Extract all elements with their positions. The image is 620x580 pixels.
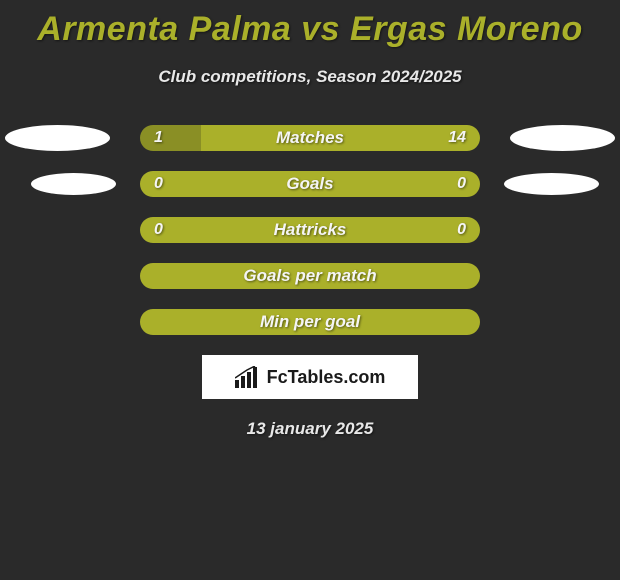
stat-value-right: 0	[457, 221, 466, 239]
stat-label: Hattricks	[274, 220, 347, 240]
comparison-title: Armenta Palma vs Ergas Moreno	[0, 0, 620, 49]
ellipse-spacer-right	[510, 263, 615, 289]
stat-label: Matches	[276, 128, 344, 148]
ellipse-spacer-left	[5, 217, 110, 243]
ellipse-left-row2	[31, 173, 116, 195]
watermark-logo: FcTables.com	[202, 355, 418, 399]
watermark-suffix: Tables.com	[288, 367, 386, 387]
stat-row-goals: 0 Goals 0	[0, 171, 620, 197]
stat-bar: Goals per match	[140, 263, 480, 289]
ellipse-spacer-left	[5, 171, 110, 197]
ellipse-spacer-left	[5, 263, 110, 289]
ellipse-right-row2	[504, 173, 599, 195]
stat-row-matches: 1 Matches 14	[0, 125, 620, 151]
comparison-date: 13 january 2025	[0, 419, 620, 439]
watermark-prefix: Fc	[267, 367, 288, 387]
stat-value-left: 0	[154, 175, 163, 193]
ellipse-right	[510, 125, 615, 151]
ellipse-left	[5, 125, 110, 151]
stat-row-min-per-goal: Min per goal	[0, 309, 620, 335]
stat-value-right: 0	[457, 175, 466, 193]
ellipse-spacer-right	[510, 217, 615, 243]
comparison-subtitle: Club competitions, Season 2024/2025	[0, 67, 620, 87]
stat-value-right: 14	[448, 129, 466, 147]
ellipse-spacer-right	[510, 309, 615, 335]
stat-bar: Min per goal	[140, 309, 480, 335]
ellipse-spacer-right	[510, 171, 615, 197]
stat-label: Min per goal	[260, 312, 360, 332]
bar-segment-left	[140, 125, 201, 151]
stat-value-left: 0	[154, 221, 163, 239]
stat-row-goals-per-match: Goals per match	[0, 263, 620, 289]
stat-label: Goals per match	[243, 266, 376, 286]
stat-label: Goals	[286, 174, 333, 194]
stat-bar: 0 Hattricks 0	[140, 217, 480, 243]
stats-rows: 1 Matches 14 0 Goals 0 0 Hattricks 0	[0, 125, 620, 335]
ellipse-spacer-left	[5, 309, 110, 335]
stat-value-left: 1	[154, 129, 163, 147]
watermark-text: FcTables.com	[267, 367, 386, 388]
bar-chart-icon	[235, 366, 261, 388]
stat-bar: 0 Goals 0	[140, 171, 480, 197]
stat-bar: 1 Matches 14	[140, 125, 480, 151]
stat-row-hattricks: 0 Hattricks 0	[0, 217, 620, 243]
